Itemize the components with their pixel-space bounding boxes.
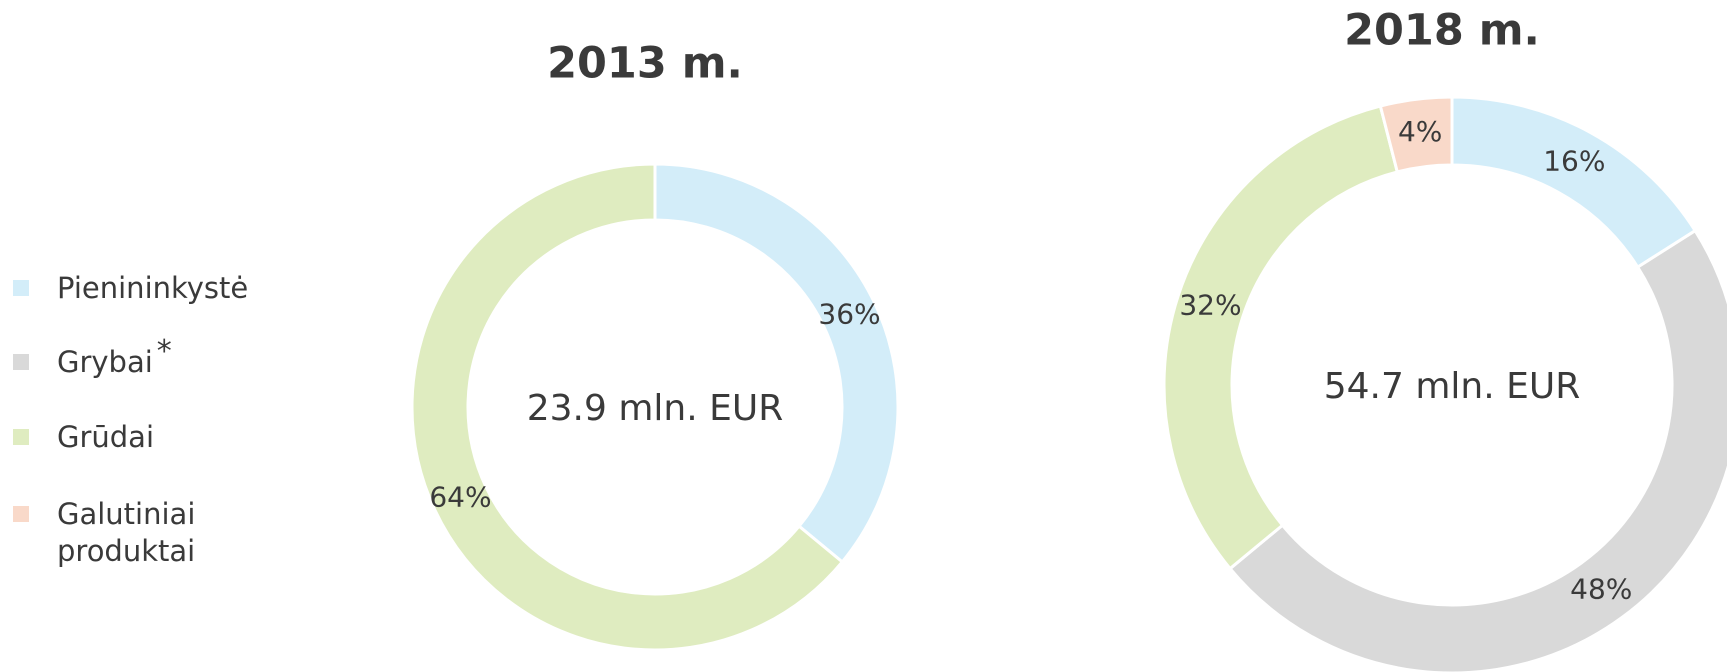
center-label: 23.9 mln. EUR [527,388,783,429]
legend-item: Grybai * [13,337,227,381]
legend-note: * [156,334,172,370]
legend-label: Pienininkystė [57,271,249,305]
value-label: 36% [818,297,880,330]
legend-item: Galutiniai produktai [13,496,227,570]
value-label: 32% [1179,289,1241,322]
legend-text: Galutiniai produktai [57,496,227,570]
legend-text: Pienininkystė [57,270,248,307]
legend-swatch [13,354,29,370]
donut-slice [410,162,845,652]
chart-title: 2013 m. [547,39,743,89]
donut-slice [1162,104,1400,571]
chart-title: 2018 m. [1344,6,1540,56]
donut-slice [1450,95,1698,270]
donut-slice [1227,228,1727,672]
legend-swatch [13,429,29,445]
value-label: 64% [429,481,491,514]
value-label: 48% [1570,572,1632,605]
legend-text: Grūdai [57,419,227,456]
donut-slice [1378,95,1454,174]
legend-item: Pienininkystė [13,270,248,307]
legend-label: Galutiniai produktai [57,497,196,568]
legend-label: Grūdai [57,420,155,454]
center-label: 54.7 mln. EUR [1324,366,1580,407]
donut-slice [653,162,900,565]
value-label: 16% [1543,144,1605,177]
legend-swatch [13,280,29,296]
legend-label: Grybai [57,345,153,379]
legend-text: Grybai * [57,337,227,381]
value-label: 4% [1398,115,1442,148]
legend-swatch [13,506,29,522]
legend-item: Grūdai [13,419,227,456]
